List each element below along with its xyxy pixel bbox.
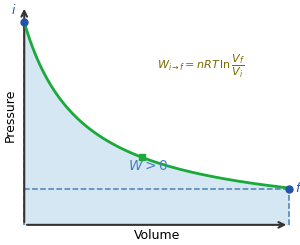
Text: i: i — [12, 4, 15, 17]
Text: $W_{i\rightarrow f} = nRT\, \ln\dfrac{V_f}{V_i}$: $W_{i\rightarrow f} = nRT\, \ln\dfrac{V_… — [157, 53, 245, 80]
Text: Pressure: Pressure — [4, 89, 16, 142]
Text: Volume: Volume — [134, 229, 180, 242]
Text: f: f — [295, 182, 299, 195]
Text: $W > 0$: $W > 0$ — [128, 159, 168, 173]
Polygon shape — [24, 22, 289, 225]
